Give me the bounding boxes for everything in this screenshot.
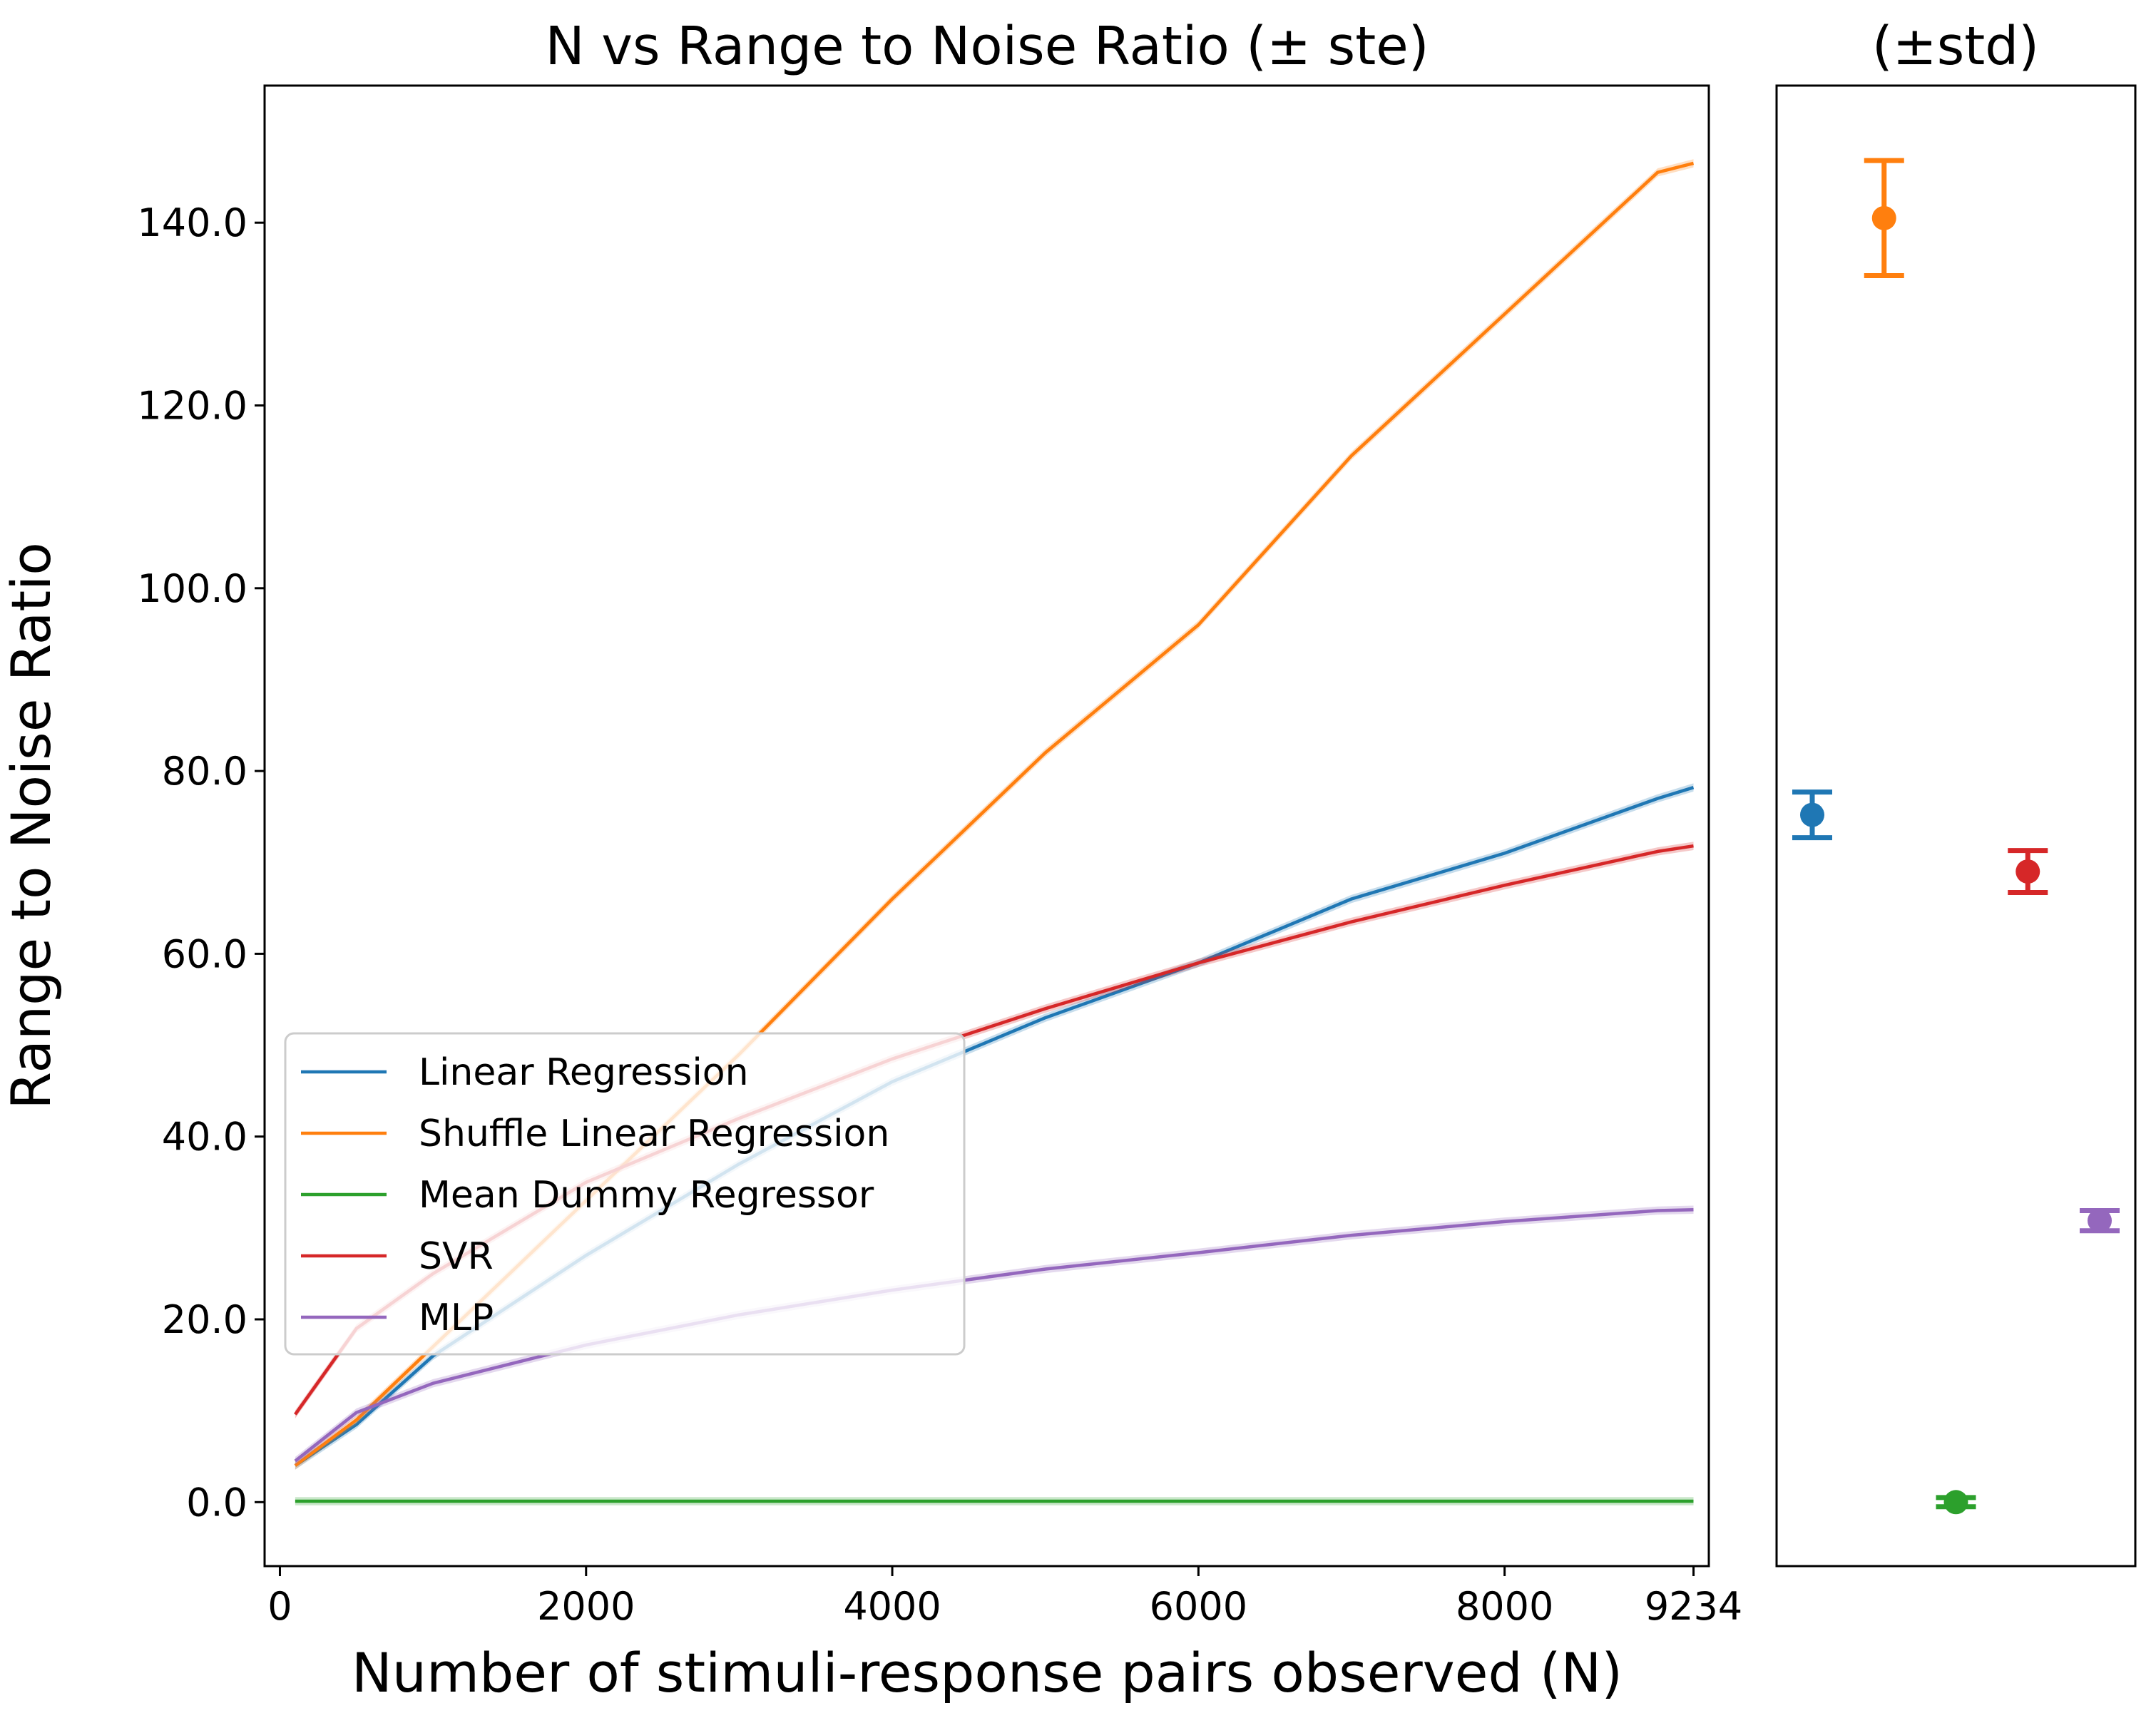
point-mlp (2088, 1208, 2112, 1233)
y-tick-label: 80.0 (162, 749, 247, 794)
main-plot-frame (263, 84, 1710, 1568)
point-linear-regression (1800, 802, 1824, 827)
x-tick-label: 4000 (843, 1584, 941, 1629)
x-tick-label: 2000 (537, 1584, 635, 1629)
x-tick-label: 9234 (1645, 1584, 1742, 1629)
series-line-linear-regression (294, 786, 1695, 1467)
legend-label-svr: SVR (419, 1235, 494, 1278)
y-tick-label: 120.0 (137, 384, 247, 429)
y-tick-label: 40.0 (162, 1115, 247, 1160)
point-shuffle-linear-regression (1871, 205, 1896, 230)
errorbar-mlp (2080, 1208, 2120, 1234)
series-line-shuffle-linear-regression (294, 161, 1695, 1467)
y-tick-label: 100.0 (137, 566, 247, 611)
summary-plot-title: (±std) (1872, 16, 2039, 77)
x-tick-label: 0 (267, 1584, 292, 1629)
legend-label-mean-dummy-regressor: Mean Dummy Regressor (419, 1174, 874, 1217)
y-tick-label: 140.0 (137, 200, 247, 245)
x-tick-label: 6000 (1150, 1584, 1247, 1629)
errorbar-linear-regression (1792, 789, 1832, 841)
y-tick-label: 60.0 (162, 931, 247, 976)
point-mean-dummy-regressor (1943, 1490, 1968, 1515)
legend-label-linear-regression: Linear Regression (419, 1051, 749, 1094)
point-svr (2015, 859, 2040, 884)
legend-label-shuffle-linear-regression: Shuffle Linear Regression (419, 1113, 889, 1155)
y-axis-label: Range to Noise Ratio (0, 542, 63, 1110)
errorbar-svr (2008, 848, 2048, 896)
x-axis-label: Number of stimuli-response pairs observe… (352, 1641, 1623, 1704)
main-plot-title: N vs Range to Noise Ratio (± ste) (545, 16, 1429, 77)
y-tick-label: 20.0 (162, 1297, 247, 1342)
y-tick-label: 0.0 (186, 1480, 247, 1525)
legend-box (284, 1032, 966, 1356)
errorbar-mean-dummy-regressor (1936, 1490, 1976, 1515)
main-plot: N vs Range to Noise Ratio (± ste) 0.0 20.… (0, 16, 1742, 1704)
legend: Linear Regression Shuffle Linear Regressi… (284, 1032, 966, 1356)
summary-plot: (±std) (1775, 16, 2137, 1568)
legend-label-mlp: MLP (419, 1297, 494, 1339)
series-line-mlp (294, 1207, 1694, 1463)
errorbar-shuffle-linear-regression (1864, 158, 1904, 279)
summary-plot-frame (1775, 84, 2137, 1568)
x-tick-label: 8000 (1456, 1584, 1553, 1629)
